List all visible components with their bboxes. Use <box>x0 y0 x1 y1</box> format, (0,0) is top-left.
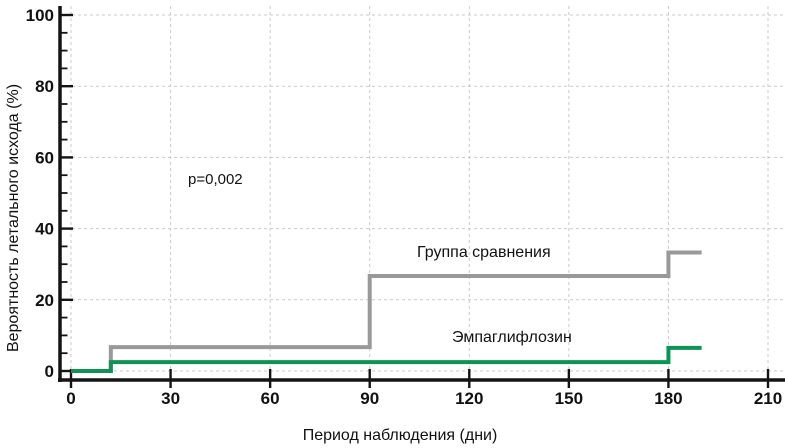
x-tick-label: 180 <box>654 389 682 408</box>
y-tick-label: 20 <box>35 291 54 310</box>
x-tick-label: 0 <box>66 389 75 408</box>
x-tick-label: 210 <box>754 389 782 408</box>
y-axis-title: Вероятность летального исхода (%) <box>5 83 22 353</box>
x-axis-title: Период наблюдения (дни) <box>302 427 498 444</box>
y-tick-label: 100 <box>26 6 54 25</box>
x-tick-label: 60 <box>261 389 280 408</box>
y-tick-label: 40 <box>35 220 54 239</box>
series-line-empagliflozin <box>71 345 702 373</box>
series-line-comparison-group <box>71 250 702 373</box>
series-label-comparison-group: Группа сравнения <box>417 244 551 261</box>
y-tick-label: 80 <box>35 77 54 96</box>
y-tick-label: 0 <box>45 362 54 381</box>
y-tick-label: 60 <box>35 148 54 167</box>
x-tick-label: 90 <box>360 389 379 408</box>
p-value-annotation: p=0,002 <box>188 171 243 188</box>
x-tick-label: 120 <box>455 389 483 408</box>
x-tick-label: 150 <box>555 389 583 408</box>
series-label-empagliflozin: Эмпаглифлозин <box>452 329 572 346</box>
x-tick-label: 30 <box>161 389 180 408</box>
